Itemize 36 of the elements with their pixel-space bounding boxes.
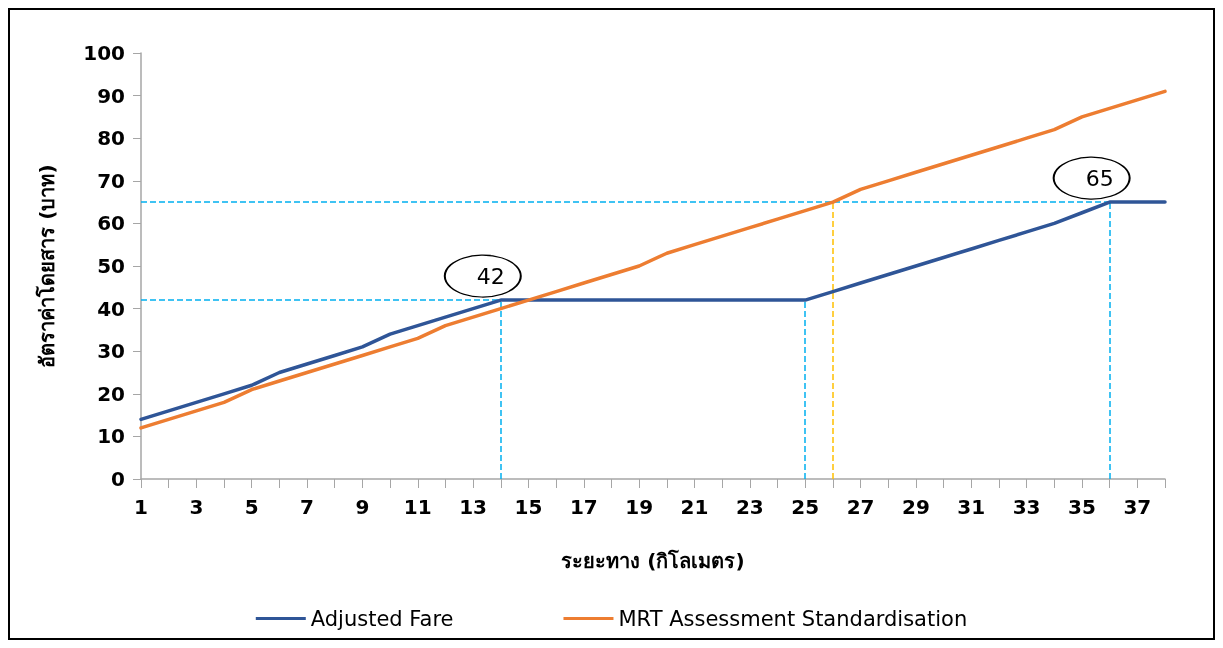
y-tick-label: 60	[97, 211, 125, 236]
annotation: 65	[1085, 165, 1114, 191]
x-tick-label: 15	[514, 495, 543, 519]
x-tick-label: 5	[244, 495, 259, 519]
y-tick-label: 100	[83, 41, 125, 65]
x-axis-title: ระยะทาง (กิโลเมตร)	[561, 549, 745, 573]
y-tick-label: 0	[111, 467, 125, 491]
x-tick-label: 3	[189, 495, 204, 519]
x-tick-label: 29	[902, 495, 930, 519]
legend-label: Adjusted Fare	[310, 606, 454, 631]
y-tick-label: 70	[97, 168, 125, 193]
y-tick-label: 20	[97, 381, 125, 406]
y-axis-title: อัตราค่าโดยสาร (บาท)	[35, 164, 59, 368]
annotation: 42	[476, 263, 505, 289]
y-tick-label: 80	[97, 126, 125, 151]
x-tick-label: 35	[1068, 495, 1096, 519]
x-tick-label: 1	[134, 495, 148, 519]
x-tick-label: 33	[1012, 495, 1041, 519]
x-tick-label: 17	[569, 495, 598, 519]
x-tick-label: 9	[355, 495, 370, 519]
x-tick-label: 11	[403, 495, 432, 519]
y-tick-label: 30	[97, 339, 125, 364]
y-tick-label: 50	[97, 254, 125, 278]
x-tick-label: 27	[846, 495, 875, 519]
x-tick-label: 25	[791, 495, 820, 519]
x-tick-label: 19	[625, 495, 654, 519]
x-tick-label: 13	[459, 495, 488, 519]
y-tick-label: 90	[97, 83, 125, 108]
y-tick-label: 10	[97, 424, 125, 449]
legend-label: MRT Assessment Standardisation	[618, 606, 968, 631]
x-tick-label: 37	[1123, 495, 1152, 519]
x-tick-label: 31	[957, 495, 986, 519]
x-tick-label: 21	[680, 495, 709, 519]
x-tick-label: 23	[735, 495, 764, 519]
x-tick-label: 7	[300, 495, 315, 519]
y-tick-label: 40	[97, 296, 125, 321]
